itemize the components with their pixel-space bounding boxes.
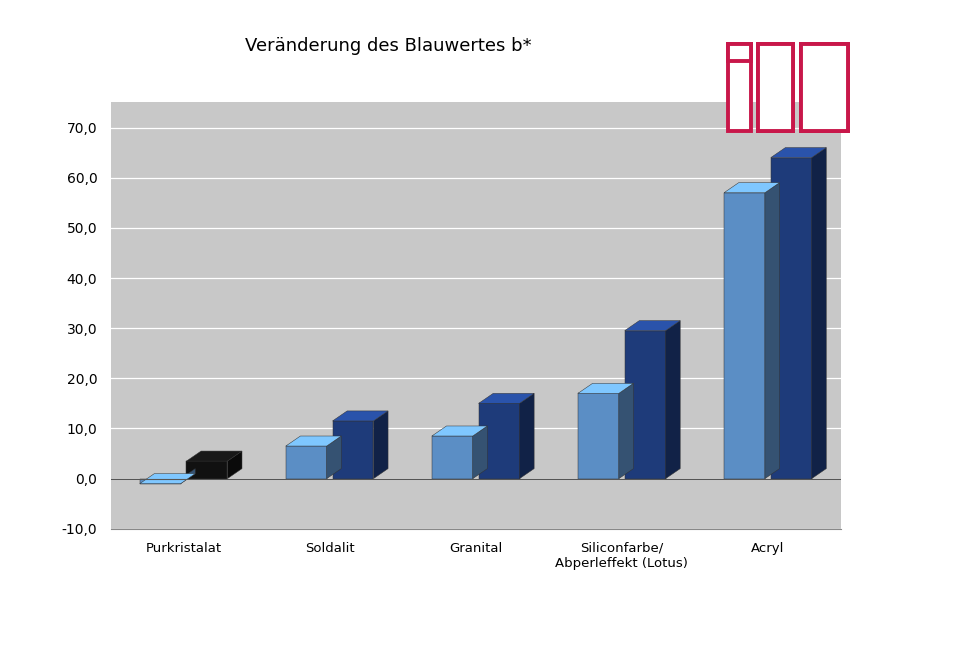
Bar xyxy=(801,44,848,131)
Bar xyxy=(758,44,793,131)
Polygon shape xyxy=(228,451,242,479)
Polygon shape xyxy=(181,469,195,484)
Bar xyxy=(625,330,666,479)
Polygon shape xyxy=(327,436,341,479)
Polygon shape xyxy=(186,451,242,461)
Bar xyxy=(139,479,181,484)
Polygon shape xyxy=(479,393,534,403)
Bar xyxy=(801,44,848,131)
Polygon shape xyxy=(473,426,487,479)
Bar xyxy=(728,44,751,61)
Bar xyxy=(724,193,765,479)
Polygon shape xyxy=(431,426,487,436)
Bar xyxy=(758,44,793,131)
Polygon shape xyxy=(625,321,680,330)
Polygon shape xyxy=(578,383,633,393)
Bar xyxy=(801,72,848,86)
Polygon shape xyxy=(812,147,826,479)
Polygon shape xyxy=(333,411,388,421)
Bar xyxy=(479,403,520,479)
Polygon shape xyxy=(666,321,680,479)
Polygon shape xyxy=(724,182,779,193)
Text: Veränderung des Blauwertes b*: Veränderung des Blauwertes b* xyxy=(245,37,531,56)
Bar xyxy=(771,157,812,479)
Bar xyxy=(333,421,374,479)
Polygon shape xyxy=(520,393,534,479)
Polygon shape xyxy=(765,182,779,479)
Bar xyxy=(807,83,842,131)
Bar xyxy=(186,461,228,479)
Bar xyxy=(728,44,751,131)
Polygon shape xyxy=(619,383,633,479)
Bar xyxy=(578,393,619,479)
Bar xyxy=(285,446,327,479)
Polygon shape xyxy=(285,436,341,446)
Polygon shape xyxy=(374,411,388,479)
Bar xyxy=(431,436,473,479)
Polygon shape xyxy=(139,474,195,484)
Bar xyxy=(764,50,787,105)
Polygon shape xyxy=(771,147,826,157)
